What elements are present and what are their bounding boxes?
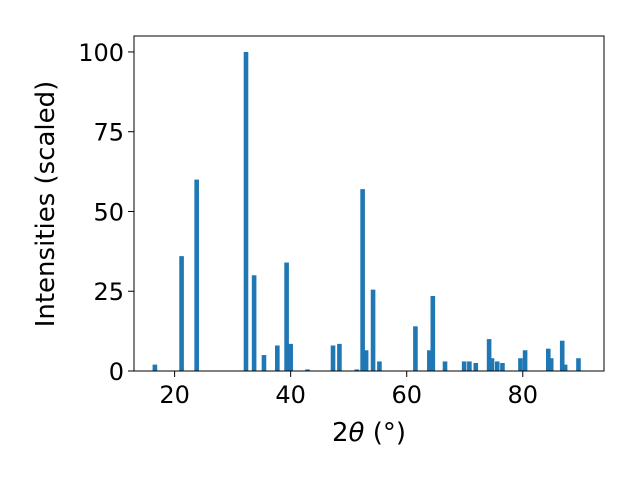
y-tick-label-50: 50 bbox=[93, 198, 124, 226]
bar-19 bbox=[430, 296, 436, 371]
x-tick-label-20: 20 bbox=[159, 381, 190, 409]
bar-12 bbox=[354, 369, 360, 371]
bar-22 bbox=[467, 361, 472, 371]
bar-7 bbox=[284, 262, 289, 371]
bar-0 bbox=[152, 364, 158, 371]
bar-24 bbox=[486, 339, 492, 371]
bar-14 bbox=[363, 350, 369, 371]
y-tick-label-75: 75 bbox=[93, 119, 124, 147]
bar-15 bbox=[370, 289, 376, 371]
bar-28 bbox=[518, 358, 523, 371]
bar-16 bbox=[377, 361, 382, 371]
bar-20 bbox=[442, 361, 448, 371]
y-axis-ticks: 0 25 50 75 100 bbox=[78, 39, 134, 386]
x-axis-label-suffix: (°) bbox=[364, 418, 406, 448]
x-tick-label-80: 80 bbox=[507, 381, 538, 409]
bar-30 bbox=[546, 348, 551, 371]
bar-6 bbox=[275, 345, 280, 371]
x-axis-label-symbol: θ bbox=[349, 418, 365, 448]
bars-group bbox=[152, 51, 581, 371]
bar-31 bbox=[548, 358, 554, 371]
bar-17 bbox=[413, 326, 418, 371]
bar-8 bbox=[288, 343, 293, 371]
x-axis-label-prefix: 2 bbox=[332, 418, 349, 448]
y-axis-label: Intensities (scaled) bbox=[31, 81, 61, 328]
bar-32 bbox=[559, 340, 565, 371]
x-tick-label-40: 40 bbox=[275, 381, 306, 409]
x-axis-label: 2θ (°) bbox=[332, 418, 406, 448]
x-axis-ticks: 20 40 60 80 bbox=[159, 371, 538, 409]
bar-27 bbox=[500, 363, 505, 371]
bar-4 bbox=[251, 275, 257, 371]
bar-29 bbox=[522, 350, 528, 371]
plot-frame bbox=[133, 35, 605, 372]
x-tick-label-60: 60 bbox=[391, 381, 422, 409]
bar-2 bbox=[194, 179, 199, 371]
bar-26 bbox=[494, 361, 500, 371]
bar-13 bbox=[360, 189, 365, 371]
bar-11 bbox=[337, 343, 342, 371]
bar-21 bbox=[461, 361, 467, 371]
bar-10 bbox=[330, 345, 336, 371]
y-tick-label-100: 100 bbox=[78, 39, 124, 67]
bar-1 bbox=[179, 256, 184, 371]
y-tick-label-0: 0 bbox=[109, 358, 124, 386]
bar-23 bbox=[473, 363, 479, 371]
bar-33 bbox=[562, 364, 568, 371]
y-tick-label-25: 25 bbox=[93, 278, 124, 306]
bar-5 bbox=[261, 355, 267, 371]
bar-3 bbox=[243, 51, 249, 371]
bar-18 bbox=[427, 350, 432, 371]
bar-34 bbox=[576, 358, 581, 371]
bar-9 bbox=[305, 369, 310, 371]
bar-25 bbox=[489, 358, 495, 371]
